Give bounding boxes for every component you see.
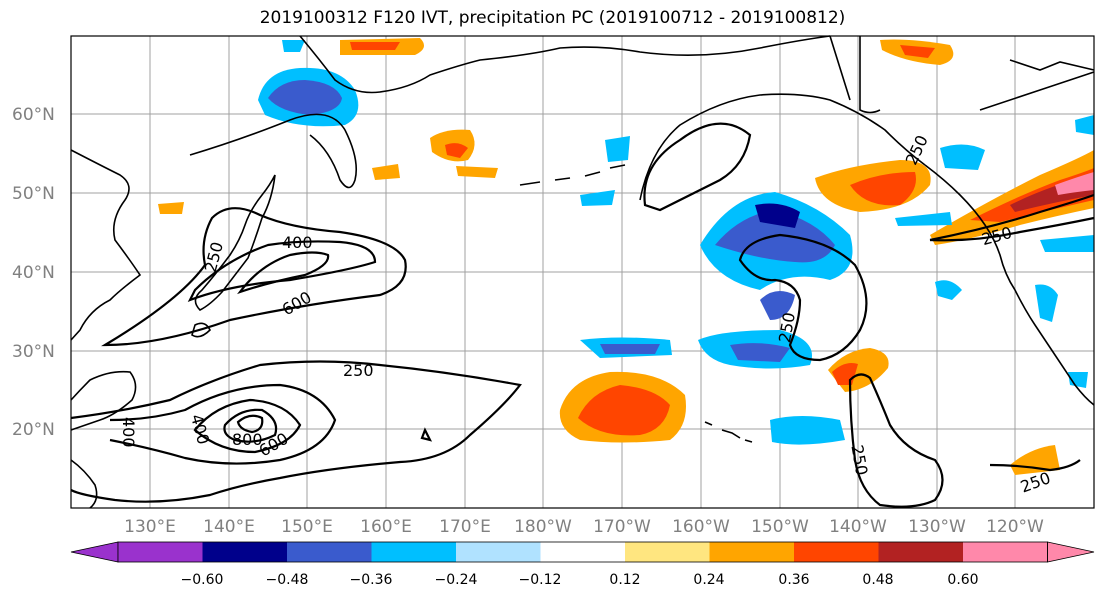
colorbar: −0.60 −0.48 −0.36 −0.24 −0.12 0.12 0.24 … [70, 541, 1095, 588]
lon-label: 150°W [751, 517, 809, 537]
lon-label: 180°W [514, 517, 572, 537]
lon-label: 170°W [593, 517, 651, 537]
colorbar-extend-right [1047, 541, 1095, 563]
colorbar-tick-label: −0.48 [266, 572, 309, 588]
colorbar-segment [456, 542, 541, 562]
precip-area [755, 203, 800, 228]
lon-label: 160°W [672, 517, 730, 537]
colorbar-segment [202, 542, 288, 562]
colorbar-tick-label: −0.60 [181, 572, 224, 588]
colorbar-segment [118, 542, 203, 562]
lat-label: 60°N [12, 105, 55, 125]
precip-area [456, 166, 498, 178]
lon-label: 120°W [986, 517, 1044, 537]
colorbar-border [117, 541, 1048, 563]
lon-label: 140°E [203, 517, 255, 537]
colorbar-extend-left [70, 541, 119, 563]
lat-label: 50°N [12, 184, 55, 204]
precip-area [940, 144, 985, 170]
colorbar-tick-label: 0.12 [609, 572, 640, 588]
contour-label: 400 [282, 233, 313, 252]
colorbar-segment [709, 542, 795, 562]
precip-area [1068, 372, 1088, 388]
colorbar-segment [794, 542, 879, 562]
colorbar-tick-label: 0.36 [778, 572, 809, 588]
lat-label: 30°N [12, 342, 55, 362]
precip-area [1055, 172, 1094, 195]
contour-labels: 400 600 250 250 400 400 800 600 250 250 … [119, 132, 1053, 496]
precip-area [730, 343, 790, 362]
colorbar-segment [878, 542, 964, 562]
lon-label: 150°E [281, 517, 333, 537]
precip-area [760, 291, 795, 320]
precip-area [158, 202, 184, 214]
map-title: 2019100312 F120 IVT, precipitation PC (2… [259, 8, 846, 28]
precip-area [350, 42, 400, 50]
map-frame [70, 35, 1095, 509]
contour-label: 250 [343, 361, 374, 380]
precip-area [935, 280, 962, 300]
precip-area [268, 80, 342, 115]
lat-label: 20°N [12, 420, 55, 440]
contour-label: 800 [232, 430, 263, 449]
colorbar-tick-label: 0.48 [862, 572, 893, 588]
lon-label: 160°E [360, 517, 412, 537]
precip-area [770, 416, 845, 445]
precip-area [930, 150, 1094, 245]
lon-label: 130°W [908, 517, 966, 537]
precip-area [580, 190, 615, 206]
lon-label: 130°E [124, 517, 176, 537]
precip-area [1075, 115, 1094, 135]
colorbar-ticks: −0.60 −0.48 −0.36 −0.24 −0.12 0.12 0.24 … [181, 572, 979, 588]
colorbar-tick-label: 0.24 [693, 572, 724, 588]
precip-area [372, 164, 400, 180]
precip-area [600, 344, 660, 354]
gridlines [71, 36, 1094, 508]
precip-area [445, 143, 468, 158]
precip-area [1040, 235, 1094, 252]
precip-area [605, 136, 630, 162]
colorbar-segment [963, 542, 1048, 562]
precip-area [900, 45, 935, 58]
map-panel: 400 600 250 250 400 400 800 600 250 250 … [70, 35, 1095, 509]
precip-area [895, 212, 952, 226]
ivt-contours [70, 122, 1095, 508]
colorbar-tick-label: 0.60 [947, 572, 978, 588]
precip-area [850, 172, 916, 206]
latitude-labels: 60°N 50°N 40°N 30°N 20°N [12, 105, 55, 440]
coastlines [70, 35, 1095, 509]
colorbar-segments [70, 541, 1095, 563]
colorbar-segment [540, 542, 626, 562]
precip-shading [158, 38, 1094, 475]
precip-area [578, 385, 670, 436]
longitude-labels: 130°E 140°E 150°E 160°E 170°E 180°W 170°… [124, 517, 1044, 537]
colorbar-segment [287, 542, 372, 562]
precip-area [1035, 284, 1058, 322]
lon-label: 170°E [439, 517, 491, 537]
colorbar-tick-label: −0.12 [519, 572, 562, 588]
colorbar-tick-label: −0.36 [350, 572, 393, 588]
colorbar-segment [371, 542, 457, 562]
colorbar-segment [625, 542, 710, 562]
lon-label: 140°W [829, 517, 887, 537]
colorbar-tick-label: −0.24 [435, 572, 478, 588]
contour-label: 400 [119, 417, 138, 448]
lat-label: 40°N [12, 263, 55, 283]
precip-area [282, 40, 305, 52]
